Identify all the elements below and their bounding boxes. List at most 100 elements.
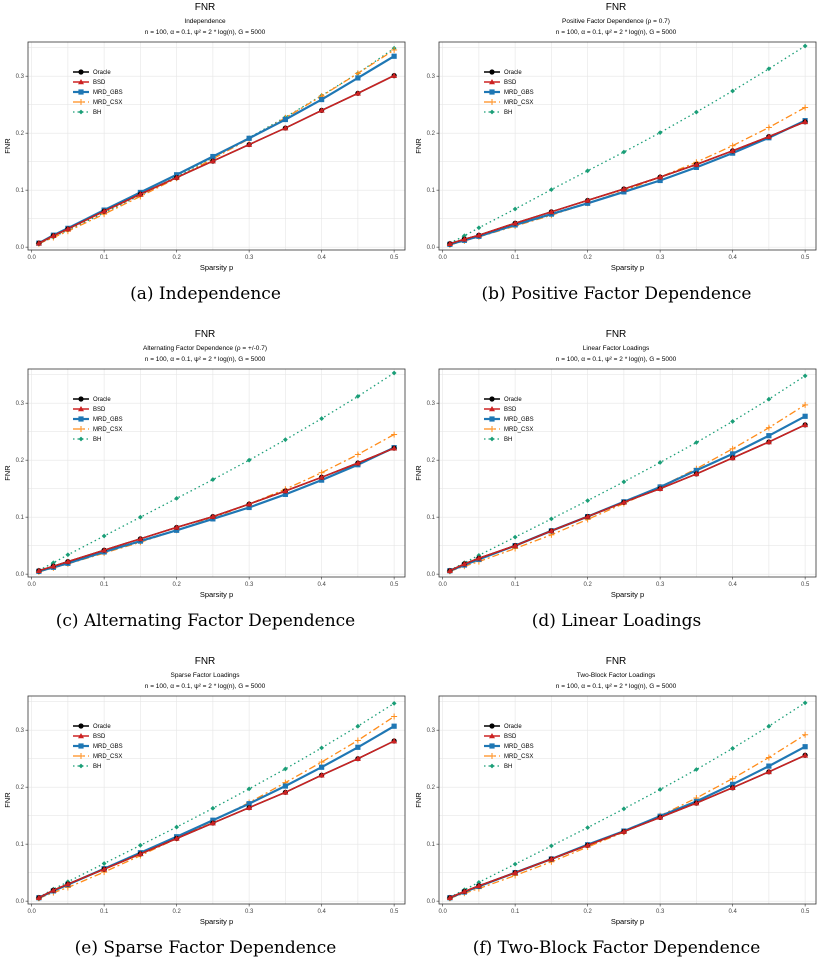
legend-label-mrd-gbs: MRD_GBS	[504, 744, 534, 750]
chart-subtitle: Linear Factor Loadings	[583, 345, 650, 352]
legend-label-mrd-csx: MRD_CSX	[504, 100, 533, 106]
series-bsd	[35, 445, 398, 574]
marker-bh	[730, 419, 736, 424]
marker-bsd	[209, 513, 216, 519]
marker-legend-oracle	[489, 396, 495, 402]
y-tick-label: 0.0	[16, 899, 25, 905]
series-mrd-csx	[35, 713, 398, 902]
marker-bsd	[173, 835, 180, 841]
marker-bsd	[64, 881, 71, 887]
series-bh	[36, 701, 397, 900]
series-line-bsd	[38, 447, 395, 572]
marker-bsd	[548, 527, 555, 534]
marker-bsd	[101, 866, 108, 872]
marker-legend-oracle	[78, 723, 84, 729]
chart-svg-positive: FNR Positive Factor Dependence (ρ = 0.7) n…	[414, 2, 817, 272]
marker-mrd-gbs	[730, 781, 736, 787]
y-axis-label: FNR	[3, 465, 12, 481]
y-tick-label: 0.0	[427, 572, 436, 578]
series-line-mrd-csx	[38, 433, 395, 573]
marker-bsd	[318, 107, 325, 113]
marker-bsd	[657, 174, 664, 180]
legend-label-bh: BH	[93, 437, 101, 443]
chart-title: FNR	[606, 2, 627, 13]
chart-svg-independence: FNR Independence n = 100, α = 0.1, ψ² = 2 …	[3, 2, 406, 272]
legend: Oracle BSD MRD_GBS MRD_CSX BH	[484, 69, 534, 116]
marker-bsd	[282, 487, 289, 494]
marker-legend-bh	[489, 436, 495, 442]
marker-mrd-csx	[729, 775, 736, 782]
y-tick-label: 0.1	[427, 515, 436, 521]
y-axis-label: FNR	[414, 138, 423, 154]
series-line-mrd-gbs	[38, 446, 395, 573]
marker-bsd	[354, 460, 361, 466]
x-axis-label: Sparsity p	[200, 917, 233, 926]
marker-mrd-gbs	[693, 164, 699, 170]
marker-legend-mrd-csx	[78, 99, 84, 105]
marker-bsd	[446, 240, 453, 247]
series-bsd	[35, 738, 398, 901]
marker-bsd	[729, 784, 736, 791]
marker-bsd	[354, 90, 361, 96]
marker-bsd	[282, 125, 289, 131]
x-tick-label: 0.3	[245, 909, 254, 915]
marker-mrd-csx	[765, 124, 772, 131]
marker-bsd	[657, 814, 664, 820]
legend-label-bsd: BSD	[504, 80, 517, 86]
marker-bsd	[318, 474, 325, 480]
y-tick-label: 0.2	[427, 131, 436, 137]
marker-bh	[693, 440, 699, 445]
chart-params: n = 100, α = 0.1, ψ² = 2 * log(n), G = 5…	[145, 29, 266, 36]
chart-title: FNR	[195, 329, 216, 340]
marker-bsd	[50, 563, 57, 569]
legend-label-oracle: Oracle	[93, 397, 111, 403]
marker-bsd	[391, 72, 398, 78]
marker-bsd	[548, 208, 555, 215]
y-tick-label: 0.3	[16, 74, 25, 80]
marker-bsd	[475, 555, 482, 561]
marker-legend-bh	[78, 436, 84, 442]
marker-mrd-gbs	[282, 116, 288, 123]
marker-bsd	[475, 882, 482, 889]
marker-mrd-csx	[391, 431, 398, 438]
series-line-bsd	[449, 424, 806, 572]
marker-bsd	[461, 560, 468, 567]
legend-label-oracle: Oracle	[93, 724, 111, 730]
series-line-mrd-csx	[38, 49, 395, 245]
legend: Oracle BSD MRD_GBS MRD_CSX BH	[73, 723, 123, 770]
chart-title: FNR	[195, 656, 216, 667]
legend-label-mrd-csx: MRD_CSX	[93, 100, 122, 106]
x-tick-label: 0.4	[728, 909, 737, 915]
legend-label-mrd-csx: MRD_CSX	[93, 427, 122, 433]
x-tick-label: 0.1	[511, 582, 520, 588]
series-line-bh	[449, 45, 806, 244]
legend-label-bsd: BSD	[93, 734, 106, 740]
marker-bh	[657, 130, 663, 136]
chart-svg-two-block: FNR Two-Block Factor Loadings n = 100, α =…	[414, 656, 817, 926]
marker-bsd	[802, 421, 809, 428]
marker-bh	[210, 477, 216, 482]
marker-bsd	[50, 887, 57, 893]
marker-bsd	[64, 225, 71, 232]
legend-label-mrd-gbs: MRD_GBS	[93, 744, 123, 750]
marker-bh	[282, 437, 288, 443]
marker-bh	[548, 187, 554, 192]
chart-panel-positive: FNR Positive Factor Dependence (ρ = 0.7) n…	[411, 0, 822, 326]
marker-mrd-gbs	[693, 467, 699, 474]
series-line-oracle	[449, 424, 806, 572]
x-tick-label: 0.3	[656, 255, 665, 261]
series-line-bsd	[38, 74, 395, 244]
marker-bsd	[729, 454, 736, 461]
marker-bh	[355, 393, 361, 399]
marker-mrd-csx	[802, 104, 809, 111]
series-line-oracle	[449, 121, 806, 245]
marker-mrd-csx	[802, 401, 809, 408]
marker-bsd	[765, 133, 772, 139]
marker-bh	[693, 767, 699, 772]
marker-legend-bsd	[489, 406, 495, 412]
plot-border	[438, 695, 817, 905]
chart-subtitle: Two-Block Factor Loadings	[577, 672, 656, 679]
legend-label-oracle: Oracle	[504, 70, 522, 76]
legend-label-bsd: BSD	[93, 407, 106, 413]
marker-bh	[174, 495, 180, 501]
